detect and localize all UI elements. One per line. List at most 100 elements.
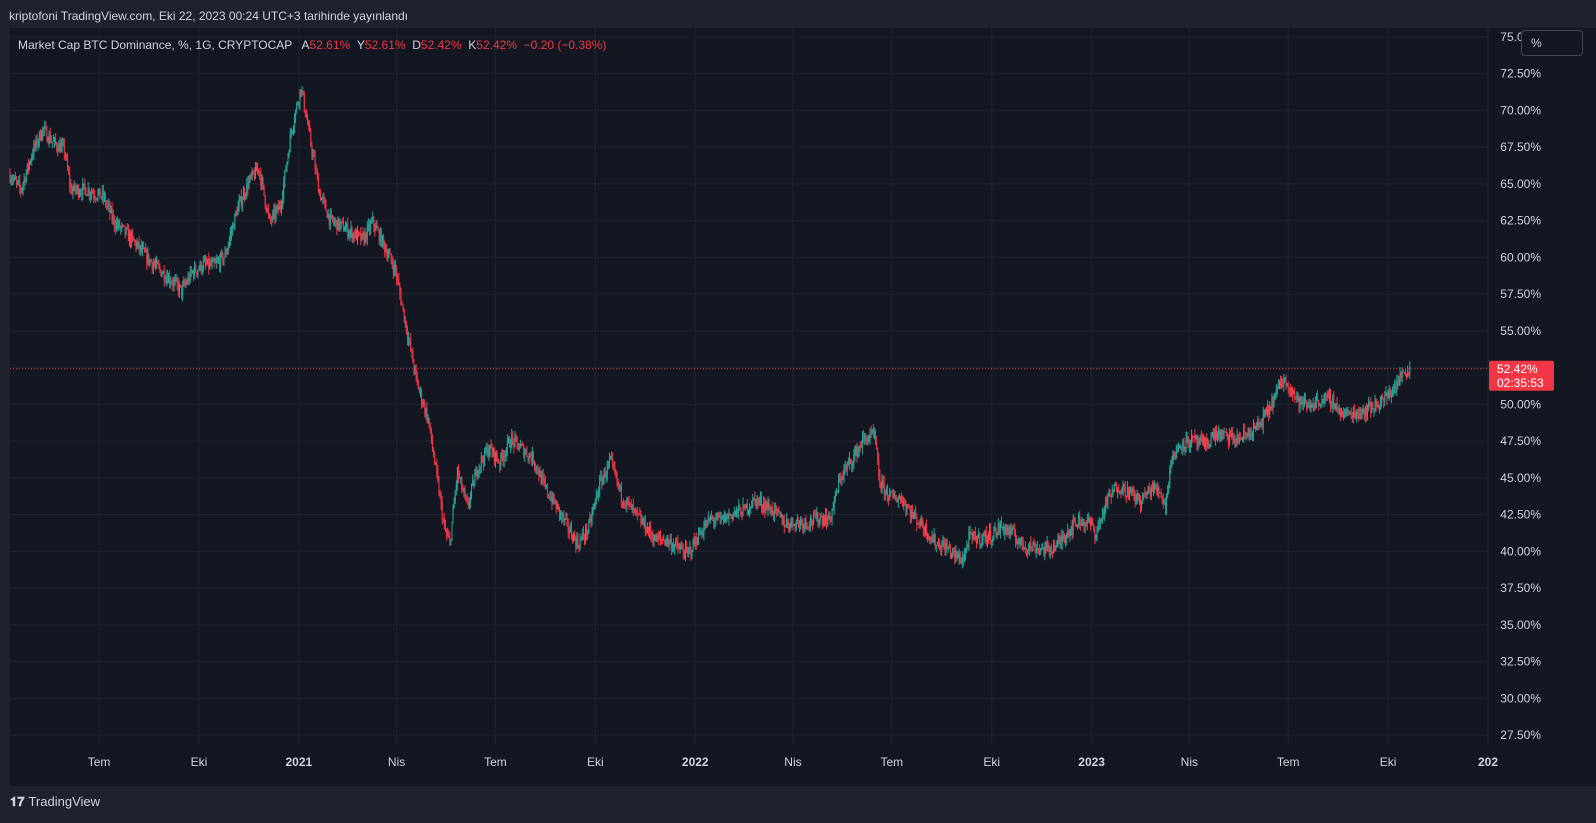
candle-body [1181, 447, 1183, 449]
candle-body [917, 522, 919, 525]
time-axis[interactable]: Tem Eki 2021 Nis Tem Eki 2022 Nis Tem Eki 2023 Nis T… [88, 755, 1499, 769]
candle-body [938, 542, 940, 544]
candle-body [942, 542, 944, 545]
candle-body [32, 155, 34, 158]
candle-body [406, 331, 408, 340]
candle-body [320, 192, 322, 201]
candle-body [446, 531, 448, 535]
candle-body [977, 538, 979, 544]
candle-body [1095, 534, 1097, 538]
candle-body [1016, 540, 1018, 545]
candle-body [990, 530, 992, 543]
candle-body [655, 534, 657, 543]
candle-body [865, 435, 867, 440]
x-tick-label: Tem [1277, 755, 1300, 769]
candle-body [1206, 437, 1208, 446]
percent-scale-button[interactable]: % [1521, 30, 1583, 56]
candle-body [1103, 511, 1105, 517]
candle-body [490, 444, 492, 449]
candle-body [992, 537, 994, 541]
candle-body [779, 512, 781, 517]
candle-body [820, 516, 822, 518]
candle-body [1345, 411, 1347, 415]
candle-body [274, 209, 276, 218]
candle-body [864, 435, 866, 438]
candle-body [1069, 531, 1071, 537]
candle-body [434, 456, 436, 464]
candle-body [278, 204, 280, 210]
candle-body [256, 165, 258, 172]
candle-body [21, 188, 23, 192]
candle-body [124, 225, 126, 234]
candle-body [178, 284, 180, 293]
candle-body [594, 499, 596, 504]
candle-body [480, 456, 482, 467]
candle-body [17, 181, 19, 183]
candle-body [143, 247, 145, 249]
candle-body [1326, 394, 1328, 396]
candle-body [518, 448, 520, 450]
candle-body [1371, 407, 1373, 413]
candle-body [1283, 378, 1285, 386]
publish-info-bar: kriptofoni TradingView.com, Eki 22, 2023… [0, 0, 1596, 28]
candle-body [941, 544, 943, 551]
candle-body [263, 184, 265, 196]
candle-body [499, 462, 501, 466]
candle-body [1134, 494, 1136, 501]
candle-body [600, 476, 602, 479]
candle-body [659, 536, 661, 539]
candle-body [1302, 400, 1304, 405]
candle-body [270, 217, 272, 220]
candle-body [1319, 404, 1321, 406]
candle-body [105, 195, 107, 205]
candle-body [1025, 548, 1027, 551]
candle-body [1335, 403, 1337, 405]
candle-body [502, 456, 504, 461]
price-axis[interactable]: 27.50% 30.00% 32.50% 35.00% 37.50% 40.00% 42.5… [1500, 30, 1541, 742]
candle-body [427, 417, 429, 421]
candle-body [1214, 432, 1216, 440]
candle-body [733, 513, 735, 515]
candle-body [421, 390, 423, 403]
candle-body [286, 162, 288, 171]
candle-body [1184, 447, 1186, 449]
candle-body [467, 502, 469, 506]
candle-body [775, 505, 777, 507]
candle-body [390, 253, 392, 261]
candle-body [30, 161, 32, 163]
candle-body [479, 466, 481, 468]
candle-body [162, 271, 164, 274]
candle-body [193, 271, 195, 277]
candle-body [674, 545, 676, 550]
candle-body [909, 509, 911, 518]
candle-body [1157, 487, 1159, 492]
candle-body [481, 456, 483, 461]
candle-body [80, 193, 82, 195]
tradingview-logo[interactable]: 𝟏𝟕 TradingView [10, 794, 100, 810]
candle-body [289, 134, 291, 153]
candle-body [1074, 521, 1076, 524]
candle-body [712, 517, 714, 519]
candle-body [1372, 407, 1374, 410]
x-tick-label: Nis [1181, 755, 1198, 769]
candle-body [11, 180, 13, 182]
candle-body [315, 170, 317, 172]
candle-body [1109, 494, 1111, 497]
candle-body [322, 197, 324, 199]
candle-body [924, 524, 926, 534]
symbol-title[interactable]: Market Cap BTC Dominance, %, 1G, CRYPTOC… [18, 38, 293, 52]
candle-body [14, 176, 16, 180]
candle-body [234, 214, 236, 229]
candle-body [513, 439, 515, 447]
candle-body [1174, 458, 1176, 460]
candle-body [452, 508, 454, 523]
candle-body [1131, 488, 1133, 490]
candle-body [1065, 538, 1067, 542]
candle-body [503, 455, 505, 461]
candle-body [726, 513, 728, 523]
candle-body [516, 437, 518, 444]
candle-body [1357, 411, 1359, 414]
candle-body [1002, 526, 1004, 528]
candle-body [283, 182, 285, 198]
